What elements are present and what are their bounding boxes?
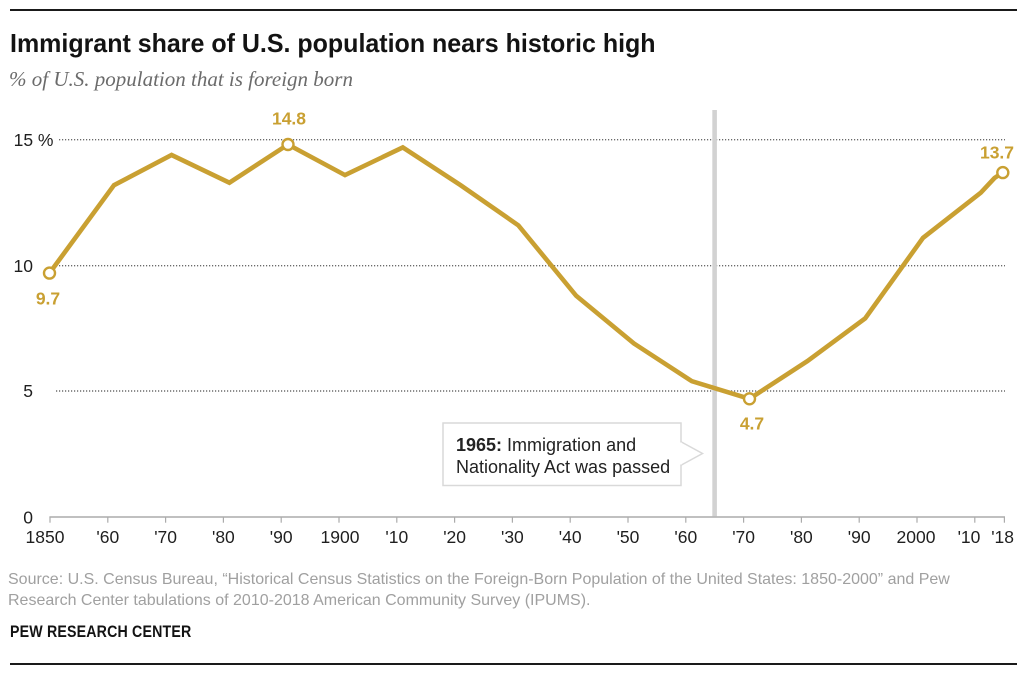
svg-text:'30: '30	[501, 527, 524, 547]
svg-text:13.7: 13.7	[980, 143, 1014, 163]
svg-text:1900: 1900	[321, 527, 360, 547]
svg-text:'80: '80	[790, 527, 813, 547]
svg-text:1965: Immigration and: 1965: Immigration and	[456, 435, 636, 455]
svg-text:'70: '70	[732, 527, 755, 547]
svg-text:14.8: 14.8	[272, 109, 306, 129]
svg-text:1850: 1850	[26, 527, 65, 547]
svg-text:'10: '10	[385, 527, 408, 547]
svg-text:'60: '60	[674, 527, 697, 547]
svg-text:'70: '70	[154, 527, 177, 547]
svg-text:'50: '50	[617, 527, 640, 547]
svg-text:2000: 2000	[897, 527, 936, 547]
svg-text:'80: '80	[212, 527, 235, 547]
svg-text:4.7: 4.7	[740, 413, 764, 433]
svg-text:'18: '18	[991, 527, 1014, 547]
svg-text:5: 5	[23, 381, 33, 401]
svg-text:'90: '90	[848, 527, 871, 547]
svg-text:9.7: 9.7	[36, 288, 60, 308]
svg-text:'20: '20	[443, 527, 466, 547]
svg-text:10: 10	[14, 256, 34, 276]
svg-text:'90: '90	[270, 527, 293, 547]
svg-text:'40: '40	[559, 527, 582, 547]
svg-text:0: 0	[23, 508, 33, 528]
svg-text:'10: '10	[958, 527, 981, 547]
svg-text:Nationality Act was passed: Nationality Act was passed	[456, 457, 670, 477]
svg-text:'60: '60	[96, 527, 119, 547]
svg-text:15 %: 15 %	[14, 130, 54, 150]
